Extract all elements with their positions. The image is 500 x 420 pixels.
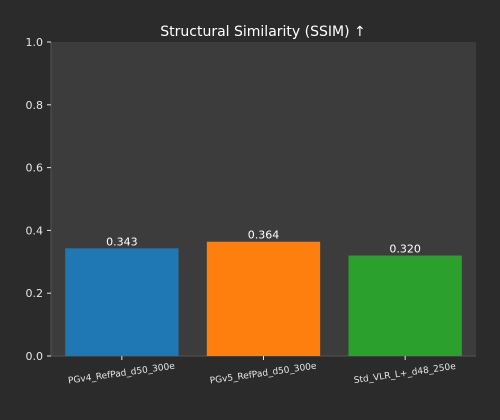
x-tick-label: PGv5_RefPad_d50_300e [209,362,317,387]
x-tick-label: Std_VLR_L+_d48_250e [353,362,457,386]
bar-2 [206,241,321,356]
y-tick-label: 0.4 [26,224,44,237]
plot-area: 0.0 0.2 0.4 0.6 0.8 1.0 0.343 PGv4_RefPad_d50_3… [26,36,476,387]
y-tick-label: 0.6 [26,162,44,175]
y-tick-label: 0.2 [26,287,44,300]
bar-value-label: 0.364 [248,229,280,242]
bar-value-label: 0.343 [106,235,138,248]
bar-1 [65,248,179,356]
y-tick-label: 1.0 [26,36,44,49]
bar-value-label: 0.320 [389,243,421,256]
y-tick-label: 0.8 [26,99,44,112]
x-tick-label: PGv4_RefPad_d50_300e [68,362,176,387]
bar-3 [348,255,462,356]
chart-title: Structural Similarity (SSIM) ↑ [160,24,365,40]
y-tick-label: 0.0 [26,350,44,363]
